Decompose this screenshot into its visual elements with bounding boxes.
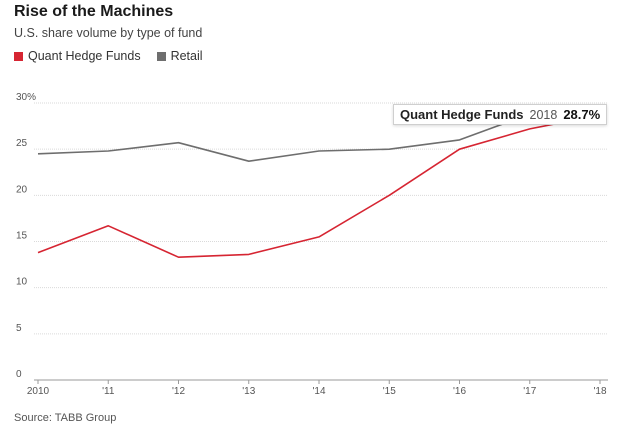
tooltip-value: 28.7% bbox=[563, 107, 601, 122]
x-tick-label: '18 bbox=[593, 386, 606, 397]
x-tick-label: '16 bbox=[453, 386, 466, 397]
x-tick-label: '13 bbox=[242, 386, 255, 397]
y-tick-label: 20 bbox=[16, 184, 28, 195]
y-tick-label: 0 bbox=[16, 369, 22, 380]
y-tick-label: 15 bbox=[16, 231, 28, 242]
y-tick-label: 30% bbox=[16, 92, 36, 103]
y-tick-label: 10 bbox=[16, 277, 28, 288]
x-tick-label: 2010 bbox=[27, 386, 50, 397]
legend-item-quant[interactable]: Quant Hedge Funds bbox=[14, 49, 141, 63]
legend-label-retail: Retail bbox=[170, 49, 203, 63]
source-note: Source: TABB Group bbox=[14, 412, 117, 424]
legend-swatch-quant bbox=[14, 51, 23, 61]
x-tick-label: '14 bbox=[312, 386, 325, 397]
tooltip-year: 2018 bbox=[529, 108, 558, 122]
chart-title: Rise of the Machines bbox=[14, 3, 174, 20]
y-tick-label: 25 bbox=[16, 138, 28, 149]
x-tick-label: '17 bbox=[523, 386, 536, 397]
legend-swatch-retail bbox=[156, 51, 166, 61]
y-tick-label: 5 bbox=[16, 323, 22, 334]
data-tooltip: Quant Hedge Funds 2018 28.7% bbox=[393, 104, 608, 125]
x-tick-label: '12 bbox=[172, 386, 185, 397]
chart-legend: Quant Hedge Funds Retail bbox=[14, 49, 203, 63]
legend-item-retail[interactable]: Retail bbox=[156, 49, 203, 63]
legend-label-quant: Quant Hedge Funds bbox=[28, 49, 141, 63]
series-line-quant bbox=[37, 114, 601, 259]
chart-subtitle: U.S. share volume by type of fund bbox=[14, 26, 203, 40]
tooltip-series: Quant Hedge Funds bbox=[400, 107, 524, 122]
x-tick-label: '11 bbox=[102, 386, 115, 397]
x-tick-label: '15 bbox=[383, 386, 396, 397]
